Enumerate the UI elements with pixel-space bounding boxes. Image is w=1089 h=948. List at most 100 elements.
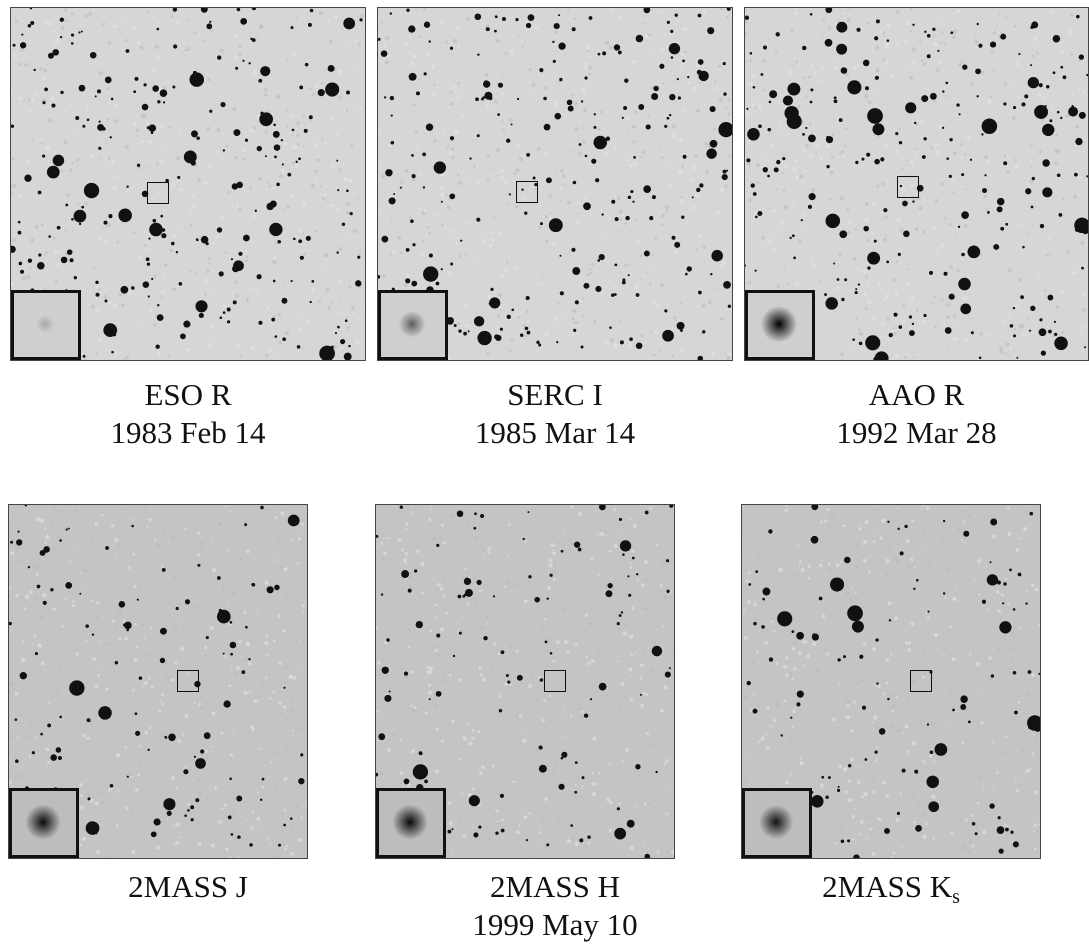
- star: [1046, 85, 1050, 89]
- star: [706, 148, 717, 159]
- star: [838, 118, 843, 122]
- star: [930, 92, 937, 100]
- star: [583, 282, 590, 289]
- star: [249, 843, 253, 847]
- star: [1042, 123, 1055, 137]
- star: [172, 85, 176, 89]
- star: [18, 261, 23, 266]
- star: [676, 321, 685, 330]
- star: [161, 568, 166, 572]
- star: [476, 579, 482, 585]
- star: [539, 68, 544, 73]
- star: [196, 136, 200, 140]
- star: [1060, 65, 1064, 69]
- star: [476, 134, 480, 138]
- star: [1042, 187, 1053, 198]
- star: [796, 702, 801, 707]
- star: [767, 127, 772, 132]
- star: [1012, 608, 1016, 611]
- image-panel-2mass-h: [375, 504, 675, 859]
- star: [440, 268, 443, 271]
- star: [155, 344, 160, 349]
- star: [898, 140, 903, 145]
- star: [754, 269, 757, 272]
- star: [141, 103, 149, 111]
- star: [545, 177, 552, 184]
- star: [412, 764, 429, 780]
- star: [29, 8, 33, 10]
- star: [334, 331, 338, 335]
- star: [295, 160, 298, 164]
- star: [836, 21, 848, 33]
- star: [579, 838, 584, 843]
- star: [1056, 173, 1061, 178]
- star: [872, 123, 885, 136]
- star: [226, 307, 231, 312]
- target-source: [392, 804, 428, 840]
- star: [556, 341, 559, 344]
- star: [873, 239, 877, 243]
- star: [967, 720, 971, 724]
- star: [244, 523, 248, 527]
- star: [593, 135, 608, 150]
- star: [449, 46, 454, 50]
- star: [635, 573, 639, 576]
- star: [836, 278, 840, 281]
- star: [967, 245, 981, 259]
- star: [746, 158, 751, 163]
- star: [175, 606, 179, 611]
- star: [888, 332, 893, 338]
- star: [269, 222, 283, 237]
- star: [963, 530, 970, 537]
- star: [833, 262, 836, 265]
- star: [862, 59, 870, 67]
- star: [899, 184, 903, 188]
- star: [996, 197, 1005, 206]
- star: [385, 169, 393, 177]
- star: [86, 118, 90, 122]
- star: [473, 526, 477, 530]
- star: [552, 59, 556, 63]
- star: [843, 655, 847, 659]
- star: [282, 337, 286, 342]
- star: [996, 826, 1005, 835]
- star: [525, 839, 528, 842]
- star: [883, 208, 888, 213]
- star: [1038, 672, 1040, 675]
- star: [136, 163, 141, 167]
- star: [500, 828, 505, 833]
- star: [1012, 306, 1016, 310]
- star: [453, 324, 457, 327]
- star: [782, 157, 786, 161]
- star: [463, 331, 467, 336]
- star: [217, 55, 222, 60]
- star: [824, 293, 827, 296]
- star: [94, 95, 97, 98]
- star: [449, 136, 455, 141]
- star: [478, 825, 482, 829]
- star: [859, 654, 864, 659]
- star: [411, 153, 414, 157]
- star: [691, 196, 694, 199]
- band-label: AAO R: [868, 377, 965, 412]
- star: [183, 769, 189, 775]
- star: [807, 204, 813, 209]
- star: [578, 143, 582, 146]
- star: [572, 267, 581, 275]
- star: [258, 78, 263, 83]
- star: [929, 750, 934, 754]
- star: [1086, 175, 1088, 178]
- star: [178, 282, 183, 286]
- star: [896, 811, 901, 815]
- star: [98, 146, 102, 150]
- star: [1042, 159, 1050, 167]
- star: [998, 848, 1004, 854]
- star: [287, 514, 300, 527]
- star: [36, 584, 41, 589]
- star: [796, 631, 804, 640]
- star: [655, 770, 658, 774]
- star: [1030, 305, 1036, 311]
- star: [236, 181, 243, 189]
- star: [1038, 83, 1043, 88]
- star: [664, 309, 668, 313]
